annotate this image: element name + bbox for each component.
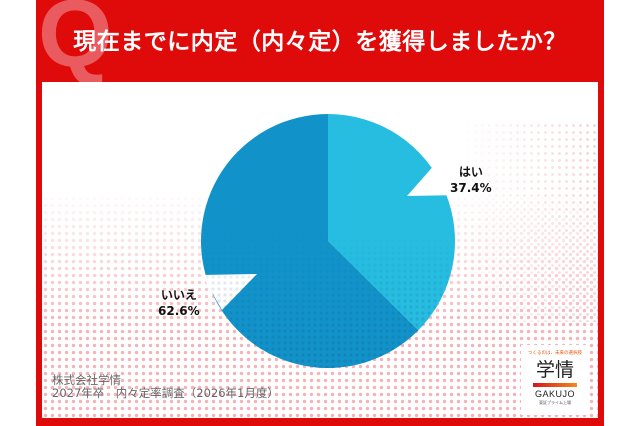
label-no-name: いいえ: [160, 288, 197, 302]
gakujo-logo: つくるのは、未来の選択肢 学情 GAKUJO 東証プライム上場: [521, 345, 589, 415]
label-yes-name: はい: [458, 165, 483, 179]
pie-chart: [200, 114, 462, 368]
survey-name: 2027年卒 内々定率調査（2026年1月度）: [52, 386, 279, 400]
chart-panel: はい 37.4% いいえ 62.6% 株式会社学情 2027年卒 内々定率調査（…: [42, 82, 598, 418]
label-no-value: 62.6%: [158, 304, 200, 318]
logo-kanji: 学情: [535, 359, 574, 381]
source-note: 株式会社学情 2027年卒 内々定率調査（2026年1月度）: [52, 374, 279, 400]
page-title: 現在までに内定（内々定）を獲得しましたか？: [73, 29, 567, 55]
logo-tagline: つくるのは、未来の選択肢: [528, 351, 582, 356]
company-name: 株式会社学情: [52, 373, 121, 387]
logo-bar: [533, 383, 577, 387]
q-mark: Q: [38, 0, 113, 87]
logo-roman: GAKUJO: [534, 389, 575, 399]
logo-sub: 東証プライム上場: [539, 400, 571, 405]
label-yes: はい 37.4%: [450, 164, 492, 196]
halftone-background-right: [458, 122, 598, 322]
label-no: いいえ 62.6%: [158, 287, 200, 319]
label-yes-value: 37.4%: [450, 181, 492, 195]
